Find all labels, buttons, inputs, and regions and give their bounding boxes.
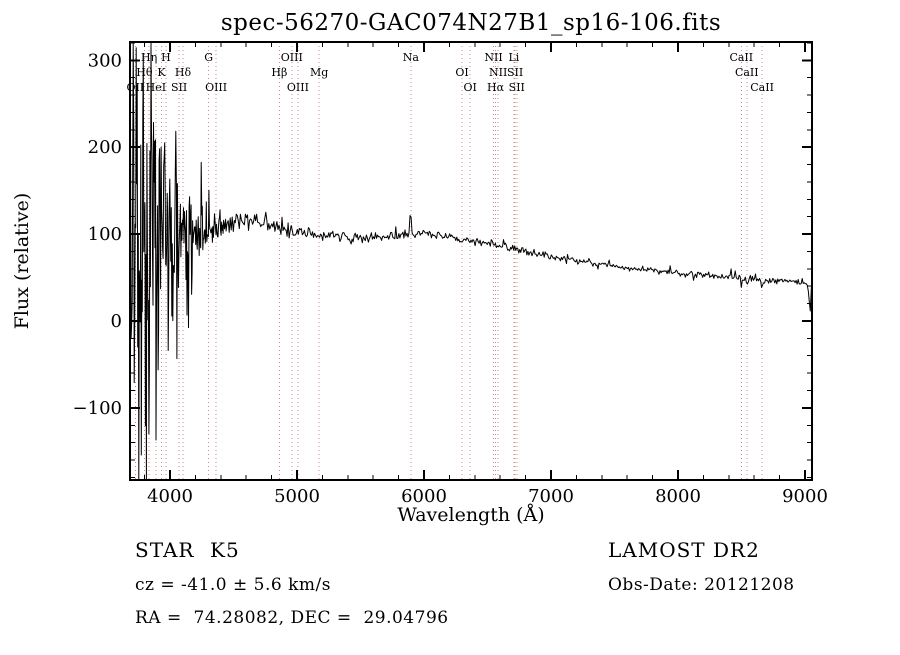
spectral-line-label: Hθ	[136, 66, 153, 79]
axis-tick-labels: 4000 5000 6000 7000 8000 9000 −100 0 100 200 300	[73, 50, 828, 507]
spectrum-trace	[129, 41, 812, 481]
x-tick-label: 8000	[655, 486, 701, 507]
obs-date: Obs-Date: 20121208	[608, 575, 795, 595]
spectral-line-label: Na	[403, 51, 420, 64]
spectral-line-label: SII	[507, 66, 523, 79]
y-tick-label: −100	[73, 398, 122, 419]
spectral-line-label: OI	[464, 81, 477, 94]
spectral-line-label: OI	[455, 66, 468, 79]
spectral-line-label: Hα	[487, 81, 505, 94]
spectral-line-markers	[134, 42, 763, 480]
cz-value: cz = -41.0 ± 5.6 km/s	[135, 575, 331, 595]
y-tick-label: 200	[88, 137, 122, 158]
spectral-line-label: SII	[509, 81, 525, 94]
spectral-line-label: SII	[171, 81, 187, 94]
y-tick-label: 300	[88, 50, 122, 71]
spectral-line-label: K	[157, 66, 166, 79]
x-tick-label: 7000	[528, 486, 574, 507]
x-tick-label: 9000	[782, 486, 828, 507]
survey-label: LAMOST DR2	[608, 538, 760, 562]
spectral-line-label: NII	[489, 66, 507, 79]
x-axis-label: Wavelength (Å)	[397, 504, 544, 526]
spectral-line-label: OIII	[287, 81, 309, 94]
y-tick-label: 100	[88, 224, 122, 245]
plot-title: spec-56270-GAC074N27B1_sp16-106.fits	[221, 10, 721, 36]
y-tick-label: 0	[111, 311, 122, 332]
spectral-line-label: OII	[126, 81, 144, 94]
axis-ticks	[130, 42, 812, 480]
x-tick-label: 4000	[147, 486, 193, 507]
plot-box	[129, 41, 813, 481]
spectral-line-label: Mg	[310, 66, 328, 79]
x-tick-label: 6000	[401, 486, 447, 507]
subclass-label: K5	[210, 538, 240, 562]
metadata-annotations: STAR K5 LAMOST DR2 cz = -41.0 ± 5.6 km/s…	[135, 538, 795, 628]
spectral-line-label: OIII	[281, 51, 303, 64]
spectral-line-label: H	[161, 51, 171, 64]
spectral-line-label: Hδ	[175, 66, 192, 79]
ra-dec: RA = 74.28082, DEC = 29.04796	[135, 608, 449, 628]
x-tick-label: 5000	[274, 486, 320, 507]
spectral-line-label: OIII	[205, 81, 227, 94]
spectral-line-label: Li	[508, 51, 519, 64]
spectral-line-label: CaII	[729, 51, 753, 64]
spectral-line-label: G	[204, 51, 213, 64]
spectral-line-label: HeI	[146, 81, 166, 94]
y-axis-label: Flux (relative)	[11, 193, 33, 330]
spectral-line-label: CaII	[735, 66, 759, 79]
spectral-line-label: CaII	[750, 81, 774, 94]
spectral-line-label: Hη	[141, 51, 157, 64]
spectral-line-label: Hβ	[271, 66, 287, 79]
object-type-label: STAR	[135, 538, 194, 562]
spectral-line-label: NII	[484, 51, 502, 64]
